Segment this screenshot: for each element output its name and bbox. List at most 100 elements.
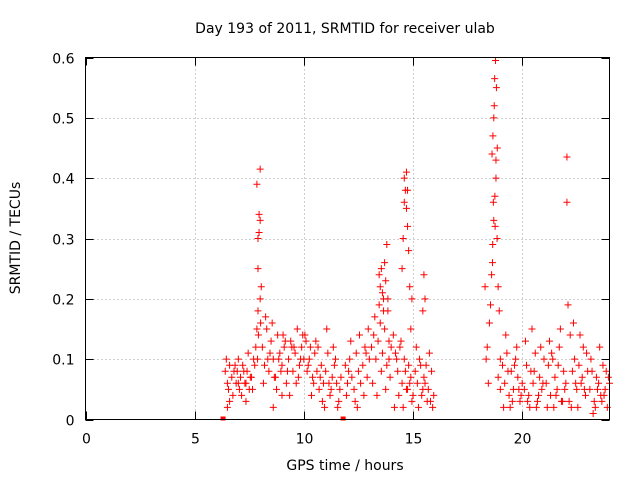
data-point [383, 241, 391, 249]
data-point [251, 361, 259, 369]
data-point [549, 355, 557, 363]
data-point [252, 343, 260, 351]
data-point [553, 385, 561, 393]
data-point [548, 349, 556, 357]
data-point [559, 397, 567, 405]
data-point [315, 385, 323, 393]
data-point [569, 319, 577, 327]
data-point [310, 379, 318, 387]
data-point [223, 403, 231, 411]
data-point [301, 331, 309, 339]
data-point [419, 307, 427, 315]
data-point [596, 343, 604, 351]
data-point [235, 385, 243, 393]
data-point [359, 361, 367, 369]
data-point [286, 391, 294, 399]
data-point [552, 391, 560, 399]
data-point [496, 355, 504, 363]
data-point [566, 331, 574, 339]
data-point [494, 373, 502, 381]
data-point [331, 355, 339, 363]
data-point [326, 391, 334, 399]
data-point [568, 367, 576, 375]
data-point [528, 325, 536, 333]
y-tick-label: 0.3 [52, 233, 74, 249]
data-point [254, 265, 262, 273]
data-point [336, 385, 344, 393]
data-point [404, 222, 412, 230]
data-point [499, 361, 507, 369]
data-point [335, 397, 343, 405]
data-point [423, 397, 431, 405]
data-point [517, 391, 525, 399]
data-point [495, 307, 503, 315]
data-point [602, 367, 610, 375]
data-point [573, 385, 581, 393]
data-point [604, 373, 612, 381]
data-point [357, 379, 365, 387]
data-point [325, 379, 333, 387]
data-point [491, 192, 499, 200]
data-point [318, 397, 326, 405]
data-point [372, 355, 380, 363]
data-point [579, 343, 587, 351]
data-point [369, 379, 377, 387]
data-point [249, 385, 257, 393]
data-point [531, 349, 539, 357]
data-point [395, 391, 403, 399]
data-point [303, 367, 311, 375]
data-point [521, 337, 529, 345]
data-point [282, 379, 290, 387]
data-point [489, 198, 497, 206]
data-point [257, 283, 265, 291]
data-point [556, 325, 564, 333]
data-point [377, 265, 385, 273]
data-point [397, 337, 405, 345]
data-point [253, 325, 261, 333]
data-point [419, 385, 427, 393]
data-point [378, 349, 386, 357]
data-point [385, 337, 393, 345]
data-point [400, 355, 408, 363]
data-point [406, 379, 414, 387]
data-point [275, 355, 283, 363]
data-point [421, 295, 429, 303]
data-point [273, 385, 281, 393]
data-point [492, 57, 500, 65]
data-point [340, 416, 346, 421]
data-point [487, 301, 495, 309]
data-point [244, 349, 252, 357]
data-point [302, 337, 310, 345]
data-point [265, 367, 273, 375]
data-point [401, 367, 409, 375]
data-point [551, 373, 559, 381]
data-point [294, 373, 302, 381]
data-point [231, 361, 239, 369]
data-point [589, 409, 597, 417]
data-point [538, 385, 546, 393]
data-point [572, 379, 580, 387]
data-point [565, 397, 573, 405]
data-point [316, 373, 324, 381]
y-tick-label: 0.6 [52, 52, 74, 68]
data-point [344, 379, 351, 387]
data-point [256, 295, 264, 303]
data-point [574, 403, 582, 411]
data-point [529, 379, 537, 387]
data-point [370, 331, 378, 339]
data-point [327, 385, 335, 393]
data-point [350, 385, 358, 393]
data-point [291, 349, 299, 357]
data-point [490, 216, 498, 224]
data-point [323, 325, 331, 333]
data-point [420, 271, 428, 279]
data-point [394, 367, 402, 375]
data-point [258, 343, 266, 351]
data-point [389, 331, 397, 339]
data-point [381, 259, 389, 267]
data-point [599, 361, 607, 369]
data-point [321, 403, 329, 411]
data-point [238, 391, 246, 399]
data-point [257, 319, 265, 327]
